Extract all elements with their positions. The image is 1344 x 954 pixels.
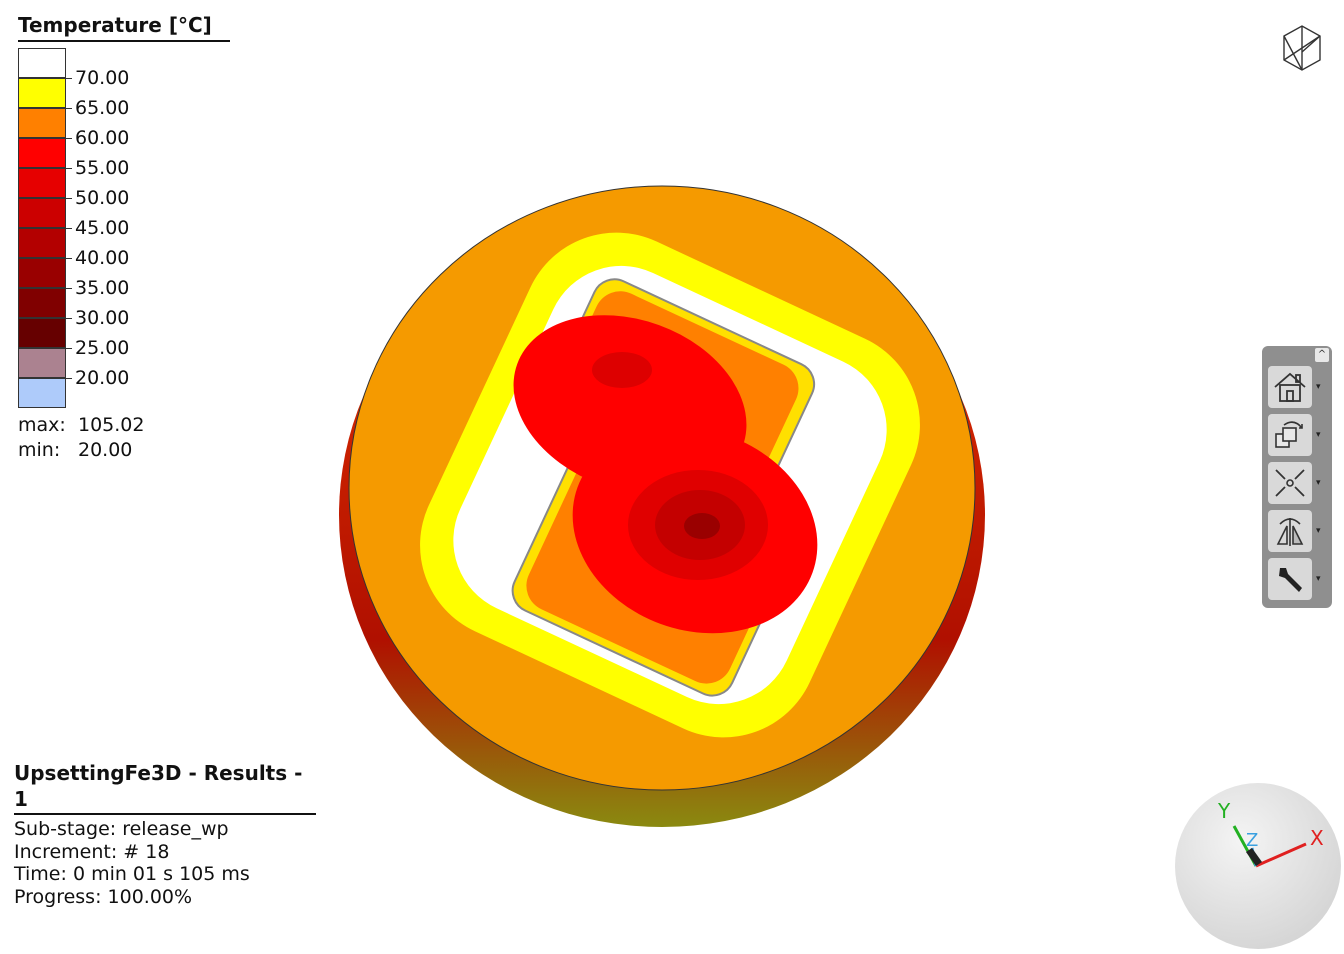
toolbar-collapse-button[interactable]: ^ (1315, 348, 1329, 362)
min-max-readout: max: 105.02 min: 20.00 (18, 413, 132, 463)
legend-swatch (18, 78, 66, 108)
time-line: Time: 0 min 01 s 105 ms (14, 863, 316, 886)
rotate-views-button[interactable] (1268, 414, 1312, 456)
legend-tick-label: 30.00 (75, 308, 129, 328)
legend-swatch (18, 228, 66, 258)
legend-tick-mark (66, 348, 72, 349)
legend-tick-mark (66, 168, 72, 169)
upper-warm-spot (592, 352, 652, 388)
rotate-views-icon (1272, 418, 1308, 452)
settings-dropdown[interactable]: ▾ (1316, 574, 1326, 584)
max-label: max: (18, 413, 78, 438)
min-value: 20.00 (78, 438, 132, 463)
substage-line: Sub-stage: release_wp (14, 818, 316, 841)
x-axis-label: X (1310, 826, 1324, 850)
legend-tick-mark (66, 108, 72, 109)
legend-tick-label: 35.00 (75, 278, 129, 298)
view-toolbar: ^ ▾ ▾ ▾ ▾ ▾ (1262, 346, 1332, 608)
color-scale: 70.00 65.00 60.00 55.00 50.00 45.00 40.00 35.00… (18, 48, 248, 410)
legend-tick-label: 55.00 (75, 158, 129, 178)
lower-core-hotspot (684, 513, 720, 539)
legend-tick-label: 40.00 (75, 248, 129, 268)
legend-tick-label: 70.00 (75, 68, 129, 88)
home-view-button[interactable] (1268, 366, 1312, 408)
increment-line: Increment: # 18 (14, 841, 316, 864)
legend-swatch (18, 138, 66, 168)
legend-tick-mark (66, 288, 72, 289)
legend-tick-label: 20.00 (75, 368, 129, 388)
legend-tick-mark (66, 198, 72, 199)
mirror-symmetry-button[interactable] (1268, 510, 1312, 552)
home-view-dropdown[interactable]: ▾ (1316, 382, 1326, 392)
legend-tick-mark (66, 138, 72, 139)
legend-swatch (18, 348, 66, 378)
mirror-symmetry-dropdown[interactable]: ▾ (1316, 526, 1326, 536)
progress-line: Progress: 100.00% (14, 886, 316, 909)
legend-swatch (18, 318, 66, 348)
legend-swatch (18, 378, 66, 408)
legend-tick-label: 60.00 (75, 128, 129, 148)
mirror-symmetry-icon (1272, 514, 1308, 548)
z-axis-label: Z (1246, 830, 1258, 851)
view-cube-icon[interactable] (1278, 22, 1326, 74)
legend-swatch (18, 168, 66, 198)
rotate-views-dropdown[interactable]: ▾ (1316, 430, 1326, 440)
temperature-legend: Temperature [°C] 70.00 65.00 60.00 55.00 50.… (18, 12, 248, 410)
legend-swatch (18, 288, 66, 318)
legend-tick-label: 25.00 (75, 338, 129, 358)
legend-tick-mark (66, 378, 72, 379)
legend-swatch (18, 48, 66, 78)
fit-to-screen-icon (1272, 466, 1308, 500)
legend-tick-mark (66, 228, 72, 229)
legend-tick-mark (66, 258, 72, 259)
legend-swatch (18, 108, 66, 138)
max-value: 105.02 (78, 413, 132, 438)
legend-title: Temperature [°C] (18, 12, 230, 42)
result-title: UpsettingFe3D - Results - 1 (14, 760, 316, 815)
legend-tick-label: 65.00 (75, 98, 129, 118)
min-label: min: (18, 438, 78, 463)
y-axis-label: Y (1217, 799, 1231, 823)
settings-button[interactable] (1268, 558, 1312, 600)
legend-tick-label: 50.00 (75, 188, 129, 208)
home-view-icon (1272, 370, 1308, 404)
simulation-info: UpsettingFe3D - Results - 1 Sub-stage: r… (14, 760, 316, 908)
legend-tick-mark (66, 78, 72, 79)
fit-to-screen-button[interactable] (1268, 462, 1312, 504)
fit-to-screen-dropdown[interactable]: ▾ (1316, 478, 1326, 488)
legend-swatch (18, 258, 66, 288)
simulation-viewport[interactable] (330, 170, 1010, 850)
axis-triad[interactable]: X Y Z (1172, 782, 1342, 950)
settings-wrench-icon (1272, 562, 1308, 596)
legend-swatch (18, 198, 66, 228)
legend-tick-mark (66, 318, 72, 319)
legend-tick-label: 45.00 (75, 218, 129, 238)
